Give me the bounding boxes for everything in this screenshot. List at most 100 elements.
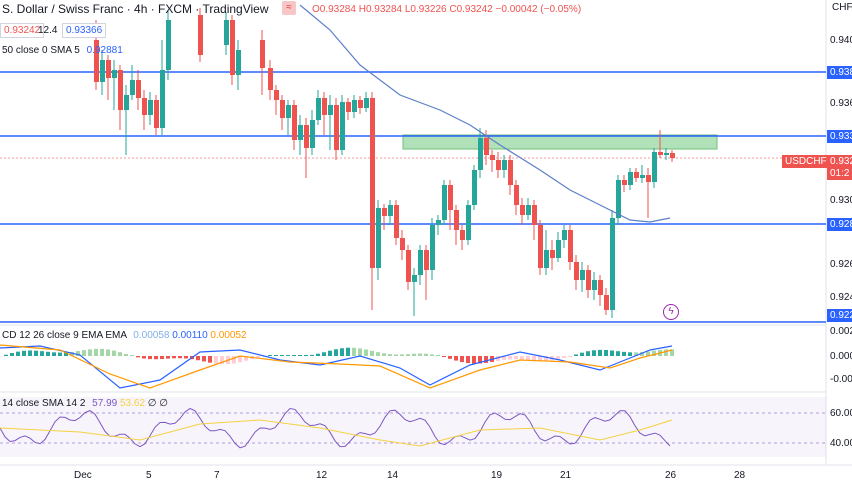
macd-histogram-bar <box>220 356 224 365</box>
candle-body <box>598 280 603 295</box>
candle-body <box>274 90 279 100</box>
candle-body <box>616 180 621 218</box>
price-tick-4: 0.924 <box>830 292 852 303</box>
macd-histogram-bar <box>604 349 608 356</box>
candle-body <box>556 240 561 258</box>
rsi-extra: ∅ ∅ <box>147 398 168 409</box>
macd-histogram-bar <box>58 352 62 356</box>
macd-histogram-bar <box>460 356 464 363</box>
level-label-0933: 0.933 <box>827 130 852 143</box>
candle-body <box>538 225 543 268</box>
rsi-label: 14 close SMA 14 2 <box>2 398 86 409</box>
macd-histogram-bar <box>424 353 428 356</box>
candle-body <box>106 60 111 78</box>
macd-histogram-bar <box>514 356 518 360</box>
bid-box[interactable]: 0.93242 <box>0 23 45 38</box>
level-label-0928: 0.928 <box>827 218 852 231</box>
candle-body <box>346 102 351 112</box>
macd-histogram-bar <box>16 351 20 356</box>
candle-body <box>292 105 297 140</box>
candle-body <box>412 275 417 282</box>
candle-body <box>268 68 273 90</box>
candle-body <box>224 20 229 45</box>
macd-histogram-bar <box>166 356 170 359</box>
macd-histogram-bar <box>484 356 488 363</box>
candle-body <box>580 270 585 280</box>
macd-histogram-bar <box>448 356 452 359</box>
macd-histogram-bar <box>346 347 350 356</box>
time-tick-4: 14 <box>387 470 399 481</box>
candle-body <box>568 230 573 262</box>
candle-body <box>148 100 153 115</box>
macd-histogram-bar <box>388 354 392 356</box>
macd-histogram-bar <box>652 350 656 356</box>
macd-histogram-bar <box>436 355 440 356</box>
candle-body <box>544 250 549 268</box>
rsi-band <box>0 397 826 457</box>
candle-body <box>394 205 399 238</box>
candle-body <box>640 175 645 178</box>
macd-histogram-bar <box>376 352 380 356</box>
macd-histogram-bar <box>622 351 626 356</box>
candle-body <box>472 170 477 205</box>
high-value: H0.93284 <box>358 4 403 15</box>
macd-histogram-bar <box>610 350 614 356</box>
macd-histogram-bar <box>334 349 338 356</box>
macd-histogram-bar <box>328 350 332 356</box>
macd-histogram-bar <box>280 355 284 356</box>
candle-body <box>112 70 117 78</box>
candle-body <box>430 225 435 270</box>
macd-histogram-bar <box>82 350 86 356</box>
resistance-zone <box>402 134 718 150</box>
close-value: C0.93242 <box>449 4 493 15</box>
candle-body <box>334 105 339 150</box>
macd-histogram-bar <box>286 355 290 356</box>
candle-body <box>610 218 615 310</box>
macd-histogram-bar <box>502 356 506 361</box>
indicator-toggle-icon[interactable]: ≈ <box>282 1 296 15</box>
candle-body <box>484 138 489 155</box>
candle-body <box>376 208 381 268</box>
macd-histogram-bar <box>364 349 368 356</box>
macd-histogram-bar <box>382 353 386 356</box>
macd-histogram-bar <box>592 350 596 356</box>
macd-histogram-bar <box>406 354 410 356</box>
macd-histogram-bar <box>10 353 14 356</box>
macd-legend: CD 12 26 close 9 EMA EMA 0.00058 0.00110… <box>2 330 247 341</box>
candle-body <box>160 70 165 128</box>
macd-histogram-bar <box>76 351 80 356</box>
candle-body <box>298 125 303 140</box>
candle-body <box>670 153 675 158</box>
rsi-value: 57.99 <box>92 398 118 409</box>
macd-histogram-bar <box>634 352 638 356</box>
macd-histogram-bar <box>208 356 212 363</box>
macd-histogram-bar <box>568 356 572 357</box>
macd-histogram-bar <box>316 353 320 356</box>
macd-histogram-bar <box>640 352 644 356</box>
time-tick-7: 26 <box>665 470 677 481</box>
macd-histogram-bar <box>340 348 344 356</box>
candle-body <box>280 100 285 118</box>
ask-box[interactable]: 0.93366 <box>62 23 107 38</box>
candle-body <box>118 70 123 110</box>
candle-body <box>442 185 447 220</box>
candle-body <box>424 250 429 270</box>
macd-histogram-bar <box>574 354 578 356</box>
macd-histogram-bar <box>298 355 302 356</box>
candle-body <box>304 125 309 148</box>
macd-histogram-bar <box>430 354 434 356</box>
macd-histogram-bar <box>256 356 260 358</box>
macd-histogram-bar <box>244 356 248 361</box>
time-tick-6: 21 <box>560 470 572 481</box>
candle-body <box>316 98 321 120</box>
candle-body <box>496 160 501 170</box>
candle-body <box>658 152 663 155</box>
candle-body <box>328 105 333 115</box>
time-tick-0: Dec <box>74 470 92 481</box>
candle-body <box>382 208 387 216</box>
macd-tick-0: 0.002 <box>830 326 852 337</box>
macd-histogram-bar <box>22 350 26 356</box>
lightning-icon[interactable]: ϟ <box>663 304 679 320</box>
spread-value: 12.4 <box>38 25 58 36</box>
